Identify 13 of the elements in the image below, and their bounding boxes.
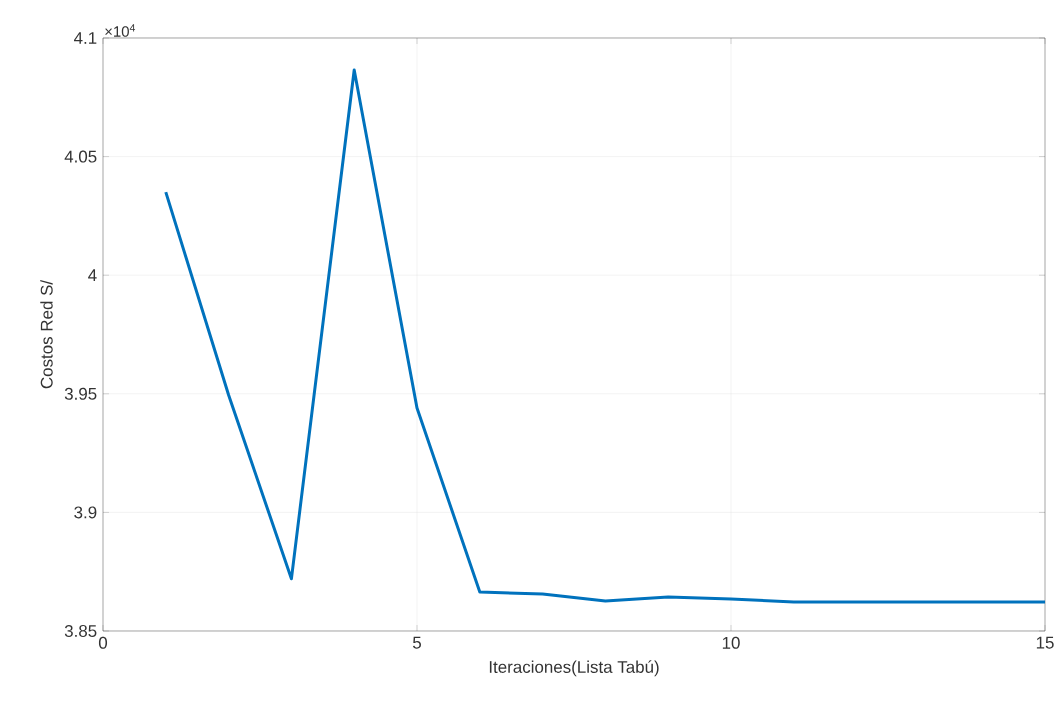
x-tick-label: 5 xyxy=(412,636,421,649)
x-tick-label: 10 xyxy=(722,636,740,649)
text: ×10$^{4}$ xyxy=(105,24,136,37)
x-tick-label: 15 xyxy=(1036,636,1054,649)
y-axis-title: Costos Red S/ xyxy=(40,279,53,389)
y-tick-label: 3.9 xyxy=(74,506,97,519)
y-tick-label: 3.85 xyxy=(64,625,97,637)
y-tick-label: 3.95 xyxy=(64,387,97,400)
y-tick-label: 4.1 xyxy=(74,32,97,44)
y-tick-label: 4.05 xyxy=(64,150,97,163)
x-axis-title: Iteraciones(Lista Tabú) xyxy=(489,660,659,677)
y-tick-label: 4 xyxy=(88,269,97,282)
x-tick-label: 0 xyxy=(98,636,108,649)
